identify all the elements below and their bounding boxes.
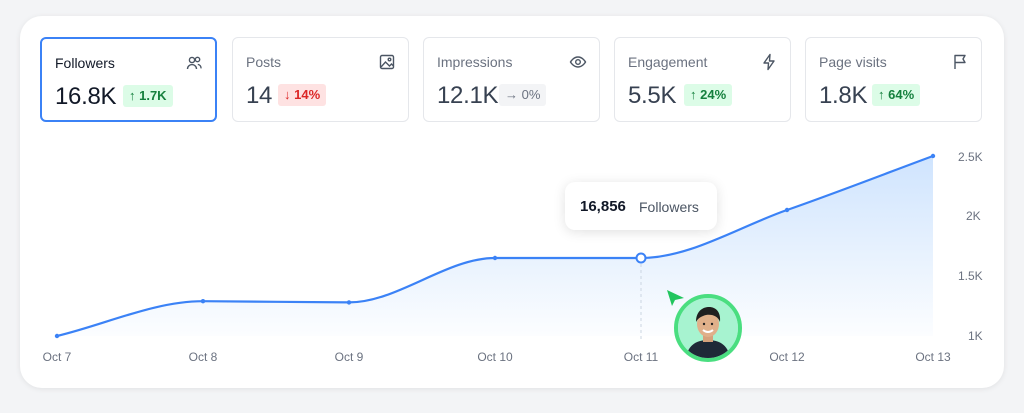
data-point[interactable] — [54, 333, 60, 339]
y-tick-label: 1.5K — [958, 269, 983, 283]
stat-card-engagement[interactable]: Engagement 5.5K ↑ 24% — [614, 37, 791, 122]
avatar — [674, 294, 742, 362]
chart-tooltip: 16,856 Followers — [565, 182, 717, 230]
x-tick-label: Oct 12 — [769, 350, 805, 364]
stat-label: Followers — [55, 55, 115, 71]
stat-label: Page visits — [819, 54, 887, 70]
stat-card-impressions[interactable]: Impressions 12.1K → 0% — [423, 37, 600, 122]
stat-label: Engagement — [628, 54, 708, 70]
tooltip-value: 16,856 — [580, 198, 626, 215]
stat-card-page-visits[interactable]: Page visits 1.8K ↑ 64% — [805, 37, 982, 122]
x-tick-label: Oct 13 — [915, 350, 951, 364]
x-tick-label: Oct 7 — [42, 350, 72, 364]
data-point[interactable] — [784, 207, 790, 213]
stat-value: 1.8K — [819, 82, 868, 109]
y-tick-label: 2K — [966, 209, 981, 223]
stat-value: 16.8K — [55, 83, 117, 110]
x-tick-label: Oct 11 — [623, 350, 659, 364]
person-avatar-icon — [678, 298, 738, 358]
change-badge: ↑ 64% — [872, 84, 921, 106]
change-badge: ↓ 14% — [278, 84, 327, 106]
data-point[interactable] — [200, 299, 206, 304]
stat-label: Impressions — [437, 54, 513, 70]
y-tick-label: 2.5K — [958, 150, 983, 164]
change-badge: → 0% — [499, 84, 547, 106]
image-icon — [379, 54, 395, 70]
data-point[interactable] — [930, 153, 936, 159]
stat-card-followers[interactable]: Followers 16.8K ↑ 1.7K — [40, 37, 217, 122]
flag-icon — [954, 54, 966, 69]
change-badge: ↑ 1.7K — [123, 85, 173, 107]
eye-icon — [569, 56, 587, 68]
change-badge: ↑ 24% — [684, 84, 733, 106]
stat-value: 12.1K — [437, 82, 499, 109]
stat-card-posts[interactable]: Posts 14 ↓ 14% — [232, 37, 409, 122]
tooltip-label: Followers — [639, 199, 699, 215]
x-tick-label: Oct 10 — [477, 350, 513, 364]
stat-value: 14 — [246, 82, 273, 109]
users-icon — [186, 56, 202, 70]
stat-value: 5.5K — [628, 82, 677, 109]
stat-label: Posts — [246, 54, 282, 70]
x-tick-label: Oct 9 — [334, 350, 364, 364]
highlighted-data-point[interactable] — [635, 252, 647, 264]
data-point[interactable] — [346, 300, 352, 305]
data-point[interactable] — [492, 255, 498, 261]
x-tick-label: Oct 8 — [188, 350, 218, 364]
y-tick-label: 1K — [968, 329, 983, 343]
lightning-icon — [763, 53, 775, 71]
cursor-pointer-icon — [667, 290, 684, 306]
series-area — [57, 156, 933, 336]
